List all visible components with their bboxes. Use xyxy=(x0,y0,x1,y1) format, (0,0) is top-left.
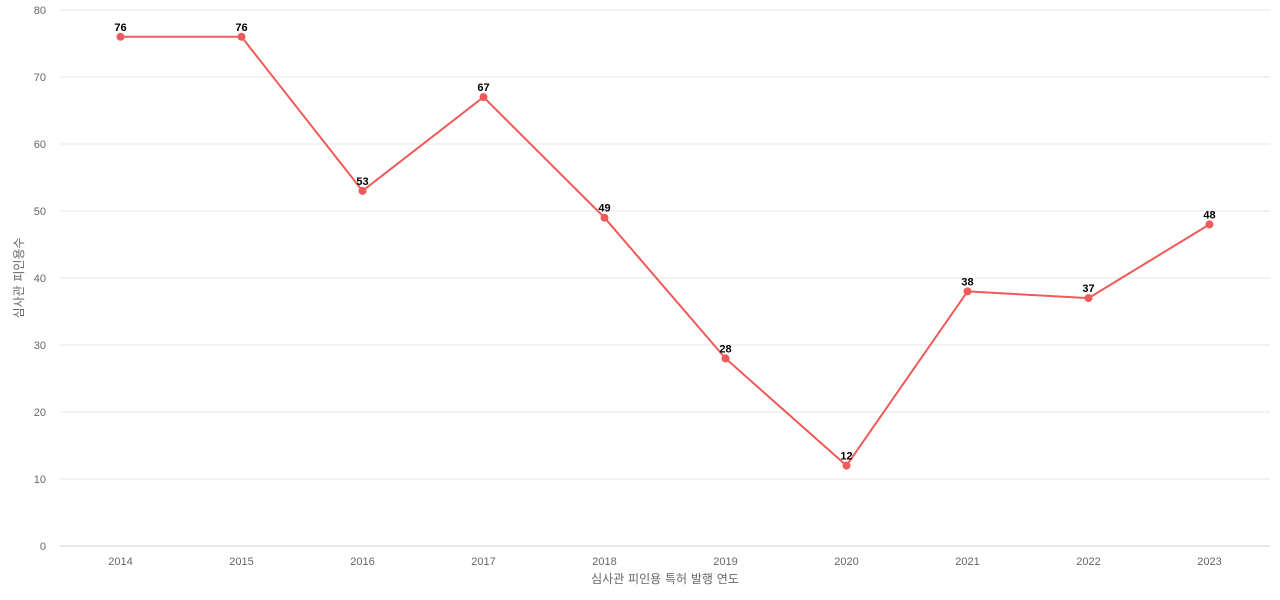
x-tick-label: 2019 xyxy=(713,556,737,568)
x-tick-label: 2022 xyxy=(1076,556,1100,568)
y-axis-title: 심사관 피인용수 xyxy=(12,237,26,318)
x-axis-title: 심사관 피인용 특허 발행 연도 xyxy=(591,571,739,586)
data-label: 53 xyxy=(356,176,368,188)
x-tick-label: 2020 xyxy=(834,556,858,568)
data-point[interactable] xyxy=(1205,220,1214,229)
data-label: 76 xyxy=(235,22,247,34)
x-tick-label: 2023 xyxy=(1197,556,1221,568)
x-tick-label: 2021 xyxy=(955,556,979,568)
series xyxy=(116,32,1214,470)
gridlines xyxy=(60,9,1270,547)
y-tick-label: 20 xyxy=(34,407,46,419)
y-tick-label: 80 xyxy=(34,5,46,17)
x-tick-label: 2017 xyxy=(471,556,495,568)
data-label: 28 xyxy=(719,343,731,355)
data-label: 12 xyxy=(840,451,852,463)
data-labels: 76 76 53 67 49 28 12 38 37 48 xyxy=(114,22,1215,463)
data-point[interactable] xyxy=(237,32,246,41)
data-point[interactable] xyxy=(479,93,488,102)
x-tick-label: 2018 xyxy=(592,556,616,568)
data-point[interactable] xyxy=(721,354,730,363)
data-label: 37 xyxy=(1082,283,1094,295)
data-label: 76 xyxy=(114,22,126,34)
data-point[interactable] xyxy=(600,213,609,222)
data-label: 38 xyxy=(961,276,973,288)
data-point[interactable] xyxy=(358,186,367,195)
y-tick-label: 50 xyxy=(34,206,46,218)
y-tick-label: 30 xyxy=(34,340,46,352)
data-point[interactable] xyxy=(963,287,972,296)
y-axis-ticks: 0 10 20 30 40 50 60 70 80 xyxy=(34,5,46,553)
y-tick-label: 60 xyxy=(34,139,46,151)
x-axis-ticks: 2014 2015 2016 2017 2018 2019 2020 2021 2022 2023 xyxy=(108,556,1221,568)
data-label: 49 xyxy=(598,203,610,215)
series-line xyxy=(119,35,1211,467)
data-label: 67 xyxy=(477,82,489,94)
y-tick-label: 0 xyxy=(40,541,46,553)
x-tick-label: 2015 xyxy=(229,556,253,568)
y-tick-label: 70 xyxy=(34,72,46,84)
x-tick-label: 2014 xyxy=(108,556,132,568)
y-tick-label: 10 xyxy=(34,474,46,486)
x-tick-label: 2016 xyxy=(350,556,374,568)
data-point[interactable] xyxy=(842,461,851,470)
data-point[interactable] xyxy=(116,32,125,41)
y-tick-label: 40 xyxy=(34,273,46,285)
data-label: 48 xyxy=(1203,209,1215,221)
data-point[interactable] xyxy=(1084,294,1093,303)
